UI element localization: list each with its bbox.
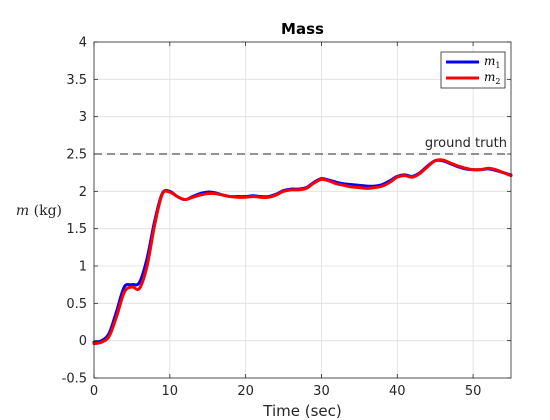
y-tick-label: 3.5: [66, 73, 87, 88]
x-tick-label: 10: [162, 384, 179, 399]
y-axis-label: m (kg): [16, 203, 62, 219]
x-tick-label: 40: [389, 384, 406, 399]
grid: [93, 41, 511, 379]
legend-label-1: m1: [484, 54, 500, 70]
y-tick-label: 3: [79, 110, 87, 125]
y-tick-label: 0: [79, 334, 87, 349]
legend-box: [440, 51, 506, 89]
x-axis-label: Time (sec): [262, 402, 341, 420]
y-tick-label: 1.5: [66, 222, 87, 237]
reference-line-group: ground truth: [94, 136, 511, 155]
legend-label-2: m2: [484, 70, 500, 86]
x-tick-label: 50: [465, 384, 482, 399]
series-line-2: [92, 158, 513, 346]
plot-frame: [93, 41, 512, 379]
ticks: 0 10 20 30 40 50-0.500.511.522.533.54: [62, 36, 511, 399]
plot-area: [94, 42, 511, 378]
x-tick-label: 0: [90, 384, 98, 399]
chart-title: Mass: [281, 20, 324, 38]
y-tick-label: -0.5: [62, 372, 87, 387]
ground-truth-label: ground truth: [425, 136, 507, 151]
y-tick-label: 0.5: [66, 297, 87, 312]
x-tick-label: 30: [313, 384, 330, 399]
x-tick-label: 20: [237, 384, 254, 399]
y-tick-label: 1: [79, 260, 87, 275]
y-tick-label: 4: [79, 36, 87, 51]
y-tick-label: 2: [79, 185, 87, 200]
series-group: [92, 158, 513, 346]
y-tick-label: 2.5: [66, 148, 87, 163]
